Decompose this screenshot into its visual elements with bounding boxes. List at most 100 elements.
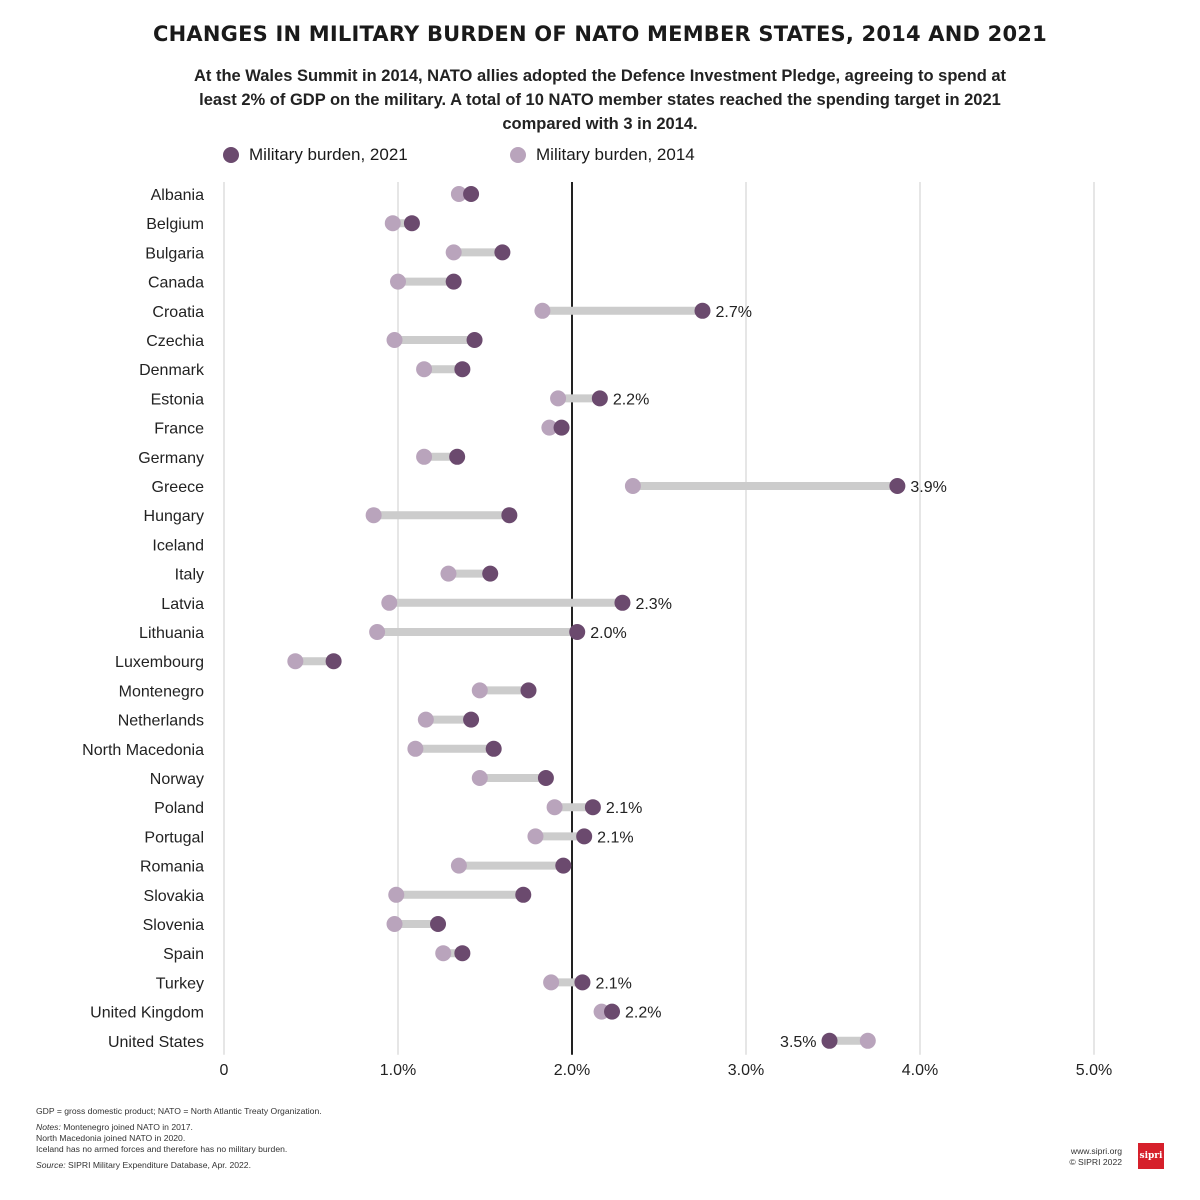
point-2021: [494, 244, 511, 261]
point-2021: [403, 215, 420, 232]
point-2014: [386, 332, 403, 348]
point-2021: [520, 682, 537, 699]
point-2014: [543, 974, 560, 991]
note-north-macedonia: North Macedonia joined NATO in 2020.: [36, 1133, 186, 1143]
footer-notes: Notes: Montenegro joined NATO in 2017. N…: [36, 1122, 287, 1155]
country-label: North Macedonia: [82, 742, 204, 759]
point-2021: [574, 974, 591, 991]
point-2014: [550, 390, 567, 407]
data-label: 3.9%: [910, 479, 946, 496]
point-2021: [485, 740, 502, 757]
country-label: Poland: [154, 800, 204, 817]
point-2021: [463, 186, 480, 202]
country-label: Romania: [140, 859, 204, 876]
country-label: Latvia: [161, 596, 204, 613]
source-label: Source:: [36, 1160, 66, 1170]
x-tick-label: 2.0%: [554, 1062, 590, 1079]
point-2014: [417, 711, 434, 728]
data-label: 2.1%: [606, 800, 642, 817]
point-2021: [604, 1003, 621, 1020]
sipri-url[interactable]: www.sipri.org: [1070, 1146, 1122, 1156]
country-label: United Kingdom: [90, 1005, 204, 1022]
brand-block: www.sipri.org © SIPRI 2022: [1069, 1146, 1122, 1168]
source-text: SIPRI Military Expenditure Database, Apr…: [68, 1160, 251, 1170]
dumbbell-chart: 0 1.0% 2.0% 3.0% 4.0% 5.0% Albania Belgium Bulga…: [82, 182, 1112, 1079]
legend-label-2014: Military burden, 2014: [536, 145, 695, 164]
point-2021: [501, 507, 518, 524]
data-label: 2.0%: [590, 625, 626, 642]
country-label: Albania: [151, 187, 204, 204]
country-label: Lithuania: [139, 625, 204, 642]
country-label: Spain: [163, 946, 204, 963]
chart-title: CHANGES IN MILITARY BURDEN OF NATO MEMBE…: [153, 22, 1047, 46]
country-label: Iceland: [152, 537, 204, 554]
point-2014: [450, 857, 467, 874]
legend-item-2021: Military burden, 2021: [223, 145, 408, 165]
country-label: Bulgaria: [145, 245, 204, 262]
footer-abbreviations: GDP = gross domestic product; NATO = Nor…: [36, 1106, 322, 1116]
country-label: Germany: [138, 450, 204, 467]
point-2014: [381, 594, 398, 611]
data-label: 2.1%: [597, 829, 633, 846]
point-2014: [384, 215, 401, 232]
point-2021: [445, 273, 462, 290]
point-2014: [365, 507, 382, 524]
notes-label: Notes:: [36, 1122, 61, 1132]
point-2021: [584, 799, 601, 816]
legend-marker-2021: [223, 147, 239, 163]
point-2014: [471, 682, 488, 699]
x-tick-label: 0: [220, 1062, 229, 1079]
point-2014: [369, 624, 386, 640]
country-label: Montenegro: [119, 683, 204, 700]
country-label: Denmark: [139, 362, 205, 379]
country-label: Luxembourg: [115, 654, 204, 671]
point-2021: [569, 624, 586, 640]
country-label: Netherlands: [118, 713, 204, 730]
country-label: United States: [108, 1034, 204, 1051]
country-label: Belgium: [146, 216, 204, 233]
point-2014: [407, 740, 424, 757]
data-label: 2.2%: [613, 391, 649, 408]
point-2021: [821, 1032, 838, 1049]
x-tick-label: 1.0%: [380, 1062, 416, 1079]
country-label: Hungary: [144, 508, 204, 525]
point-2021: [482, 565, 499, 582]
note-montenegro: Montenegro joined NATO in 2017.: [63, 1122, 193, 1132]
point-2021: [449, 448, 466, 465]
point-2014: [471, 770, 488, 786]
country-label: Croatia: [152, 304, 204, 321]
country-label: Turkey: [156, 975, 204, 992]
x-tick-label: 5.0%: [1076, 1062, 1112, 1079]
point-2014: [859, 1032, 876, 1049]
data-label: 3.5%: [780, 1034, 816, 1051]
data-label: 2.2%: [625, 1005, 661, 1022]
point-2014: [287, 653, 304, 670]
point-2014: [445, 244, 462, 261]
point-2014: [416, 448, 433, 465]
point-2021: [454, 361, 471, 378]
point-2014: [527, 828, 544, 845]
footer-source: Source: SIPRI Military Expenditure Datab…: [36, 1160, 251, 1171]
point-2021: [694, 302, 711, 319]
point-2014: [390, 273, 406, 290]
country-label: Italy: [175, 567, 204, 584]
point-2021: [430, 916, 447, 932]
point-2021: [463, 711, 480, 728]
legend-marker-2014: [510, 147, 526, 163]
point-2014: [416, 361, 433, 378]
point-2014: [541, 419, 558, 436]
legend-item-2014: Military burden, 2014: [510, 145, 695, 165]
country-label: Estonia: [151, 391, 204, 408]
legend: Military burden, 2021 Military burden, 2…: [0, 145, 1200, 169]
point-2021: [555, 857, 572, 874]
country-label: Portugal: [144, 829, 204, 846]
legend-label-2021: Military burden, 2021: [249, 145, 408, 164]
point-2014: [440, 565, 457, 582]
chart-subtitle: At the Wales Summit in 2014, NATO allies…: [193, 67, 1007, 133]
country-label: France: [154, 421, 204, 438]
country-label: Norway: [150, 771, 204, 788]
x-tick-label: 3.0%: [728, 1062, 764, 1079]
x-tick-label: 4.0%: [902, 1062, 938, 1079]
point-2021: [454, 945, 471, 962]
country-label: Slovakia: [144, 888, 205, 905]
